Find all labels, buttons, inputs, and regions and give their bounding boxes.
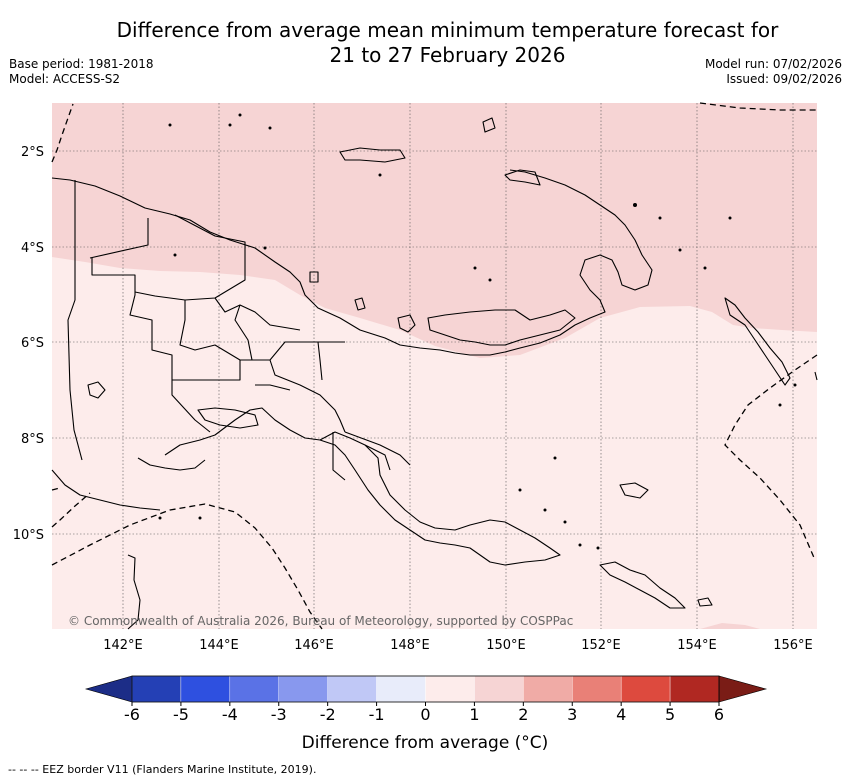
longitude-labels: 142°E 144°E 146°E 148°E 150°E 152°E 154°E 156°E [103, 638, 813, 653]
lon-label: 144°E [199, 638, 239, 653]
colorbar-bin [131, 675, 182, 703]
title-line-1: Difference from average mean minimum tem… [116, 18, 779, 42]
lon-label: 154°E [677, 638, 717, 653]
colorbar-tick-label: 2 [518, 705, 528, 724]
lat-label: 6°S [21, 336, 44, 351]
issued-date: Issued: 09/02/2026 [726, 72, 842, 86]
colorbar: -6 -5 -4 -3 -2 -1 0 1 2 3 4 5 6 [84, 675, 768, 724]
colorbar-tick-label: -3 [271, 705, 287, 724]
colorbar-label: Difference from average (°C) [301, 733, 549, 753]
colorbar-over-arrow [718, 675, 768, 703]
lon-label: 152°E [581, 638, 621, 653]
colorbar-bin [474, 675, 524, 703]
copyright-text: © Commonwealth of Australia 2026, Bureau… [68, 614, 573, 628]
lon-label: 146°E [294, 638, 334, 653]
colorbar-bin [278, 675, 328, 703]
map-panel [51, 102, 818, 630]
anomaly-zone-corner [700, 623, 760, 629]
colorbar-tick-label: 5 [665, 705, 675, 724]
colorbar-bin [523, 675, 573, 703]
map-title: Difference from average mean minimum tem… [60, 18, 835, 68]
lon-label: 142°E [103, 638, 143, 653]
colorbar-tick-label: -6 [124, 705, 140, 724]
model-run: Model run: 07/02/2026 [704, 57, 842, 71]
colorbar-bin [669, 675, 720, 703]
colorbar-tick-label: -5 [173, 705, 189, 724]
colorbar-tick-label: 0 [420, 705, 430, 724]
small-islands [158, 113, 797, 550]
colorbar-bin [229, 675, 279, 703]
colorbar-tick-label: 6 [714, 705, 724, 724]
colorbar-tick-label: 4 [616, 705, 626, 724]
lat-label: 8°S [21, 432, 44, 447]
colorbar-bin [572, 675, 622, 703]
coastlines [51, 117, 818, 630]
lat-label: 2°S [21, 145, 44, 160]
title-line-2: 21 to 27 February 2026 [329, 43, 566, 67]
lon-label: 148°E [390, 638, 430, 653]
colorbar-bin [376, 675, 426, 703]
latitude-labels: 2°S 4°S 6°S 8°S 10°S [13, 145, 44, 543]
lat-label: 10°S [13, 528, 44, 543]
meta-left: Base period: 1981-2018 Model: ACCESS-S2 [9, 57, 154, 87]
colorbar-tick-label: 3 [567, 705, 577, 724]
colorbar-bin [180, 675, 231, 703]
gridlines [52, 103, 817, 629]
lon-label: 150°E [486, 638, 526, 653]
lat-label: 4°S [21, 241, 44, 256]
colorbar-bin [327, 675, 377, 703]
anomaly-zone-1-2 [52, 103, 817, 358]
base-period: Base period: 1981-2018 [9, 57, 154, 71]
lon-label: 156°E [773, 638, 813, 653]
model-name: Model: ACCESS-S2 [9, 72, 121, 86]
eez-legend: -- -- -- EEZ border V11 (Flanders Marine… [8, 763, 317, 776]
colorbar-bin [620, 675, 671, 703]
colorbar-bin [425, 675, 475, 703]
meta-right: Model run: 07/02/2026 Issued: 09/02/2026 [705, 57, 842, 87]
colorbar-tick-label: -4 [222, 705, 238, 724]
colorbar-under-arrow [84, 675, 133, 703]
colorbar-tick-label: -1 [369, 705, 385, 724]
colorbar-tick-label: 1 [469, 705, 479, 724]
colorbar-tick-label: -2 [320, 705, 336, 724]
eez-borders [51, 102, 818, 630]
